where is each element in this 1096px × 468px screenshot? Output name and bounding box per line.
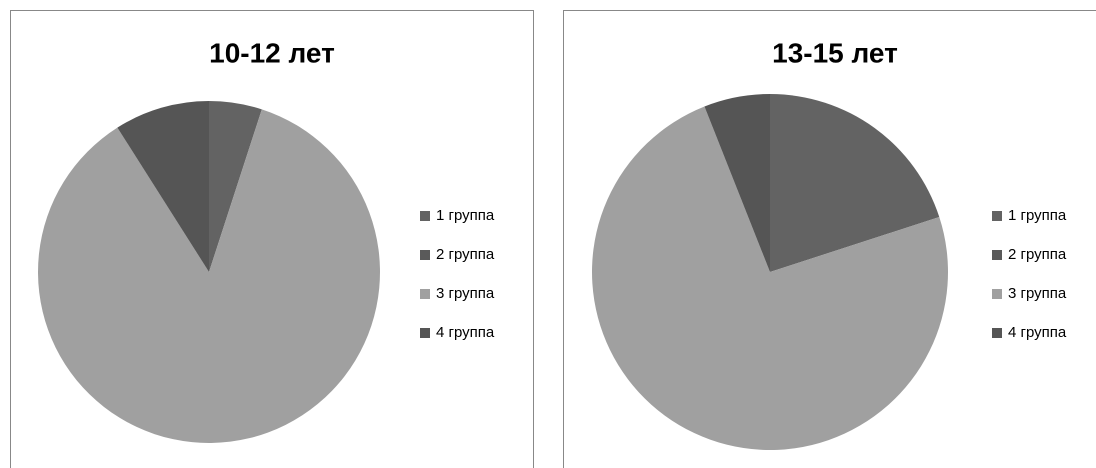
legend-swatch — [420, 328, 430, 338]
legend-swatch — [992, 250, 1002, 260]
legend-label: 3 группа — [1008, 285, 1067, 302]
legend-swatch — [992, 328, 1002, 338]
legend-label: 2 группа — [1008, 246, 1067, 263]
legend-label: 3 группа — [436, 285, 495, 302]
legend-swatch — [992, 211, 1002, 221]
legend-label: 2 группа — [436, 246, 495, 263]
legend-swatch — [420, 289, 430, 299]
chart-title: 10-12 лет — [209, 37, 335, 68]
legend-swatch — [420, 250, 430, 260]
pie-slice — [117, 101, 209, 272]
pie-slice — [37, 109, 380, 444]
legend-swatch — [992, 289, 1002, 299]
legend-label: 1 группа — [436, 207, 495, 224]
pie-slice — [209, 101, 262, 272]
pie-slice — [704, 94, 770, 272]
legend-label: 1 группа — [1008, 207, 1067, 224]
legend-label: 4 группа — [1008, 324, 1067, 341]
pie-slice — [770, 94, 940, 272]
legend-swatch — [420, 211, 430, 221]
pie-slice — [592, 106, 949, 450]
legend-label: 4 группа — [436, 324, 495, 341]
chart-title: 13-15 лет — [772, 37, 898, 68]
